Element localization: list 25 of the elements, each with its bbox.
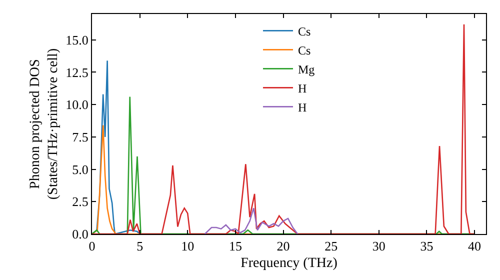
y-tick-label: 12.5 — [66, 64, 88, 80]
legend-label: Cs — [298, 43, 312, 58]
legend-label: H — [298, 81, 307, 96]
x-tick-label: 30 — [372, 238, 386, 254]
y-tick-label: 15.0 — [66, 32, 88, 48]
y-tick-label: 7.5 — [72, 129, 88, 144]
line-series — [204, 207, 298, 234]
x-tick-label: 5 — [136, 238, 144, 254]
x-tick-label: 20 — [276, 238, 290, 254]
legend-label: Cs — [298, 24, 312, 38]
x-tick-label: 25 — [324, 238, 338, 254]
legend-label: H — [298, 100, 307, 114]
legend-label: Mg — [298, 62, 315, 76]
y-tick-label: 10.0 — [66, 97, 88, 112]
x-axis-title: Frequency (THz) — [240, 256, 338, 271]
y-tick-label: 0.0 — [72, 226, 88, 242]
x-tick-label: 40 — [468, 238, 482, 254]
x-tick-label: 0 — [88, 238, 96, 254]
x-tick-label: 35 — [420, 238, 434, 254]
y-tick-label: 5.0 — [72, 162, 88, 177]
y-tick-label: 2.5 — [72, 194, 88, 210]
line-series — [92, 24, 476, 234]
y-axis-title: Phonon projected DOS (States/THz·primitive cell) — [28, 48, 62, 200]
x-tick-label: 15 — [228, 238, 242, 254]
x-tick-label: 10 — [181, 238, 194, 254]
